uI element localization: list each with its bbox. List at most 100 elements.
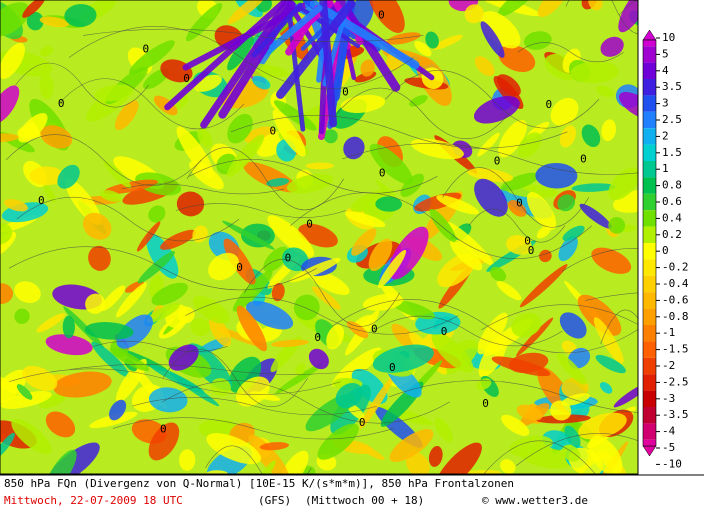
contour-line — [68, 26, 414, 90]
field-blob — [179, 449, 196, 471]
field-blob — [248, 434, 289, 474]
contour-line — [162, 380, 450, 424]
field-blob — [36, 313, 66, 333]
contour-line — [483, 440, 596, 474]
colorbar-swatch — [643, 325, 656, 342]
field-blob — [136, 221, 161, 252]
field-blob — [496, 280, 522, 301]
contour-label: 0 — [528, 244, 535, 257]
contour-label: 0 — [160, 422, 167, 435]
field-blob — [608, 167, 638, 201]
field-blob — [500, 459, 516, 474]
field-blob — [226, 134, 265, 178]
field-blob — [0, 42, 25, 80]
field-blob — [437, 470, 502, 474]
field-blob — [434, 417, 453, 443]
field-blob — [405, 451, 430, 474]
field-blob — [279, 450, 309, 474]
contour-line — [5, 134, 202, 186]
colorbar-swatch — [643, 439, 656, 446]
contour-label: 0 — [342, 86, 349, 99]
field-blob — [601, 119, 617, 142]
contour-line — [58, 78, 245, 130]
colorbar-swatch — [643, 193, 656, 211]
field-blob — [501, 414, 530, 436]
field-blob — [146, 233, 179, 279]
field-blob — [14, 308, 30, 324]
field-blob — [400, 173, 424, 197]
field-blob — [305, 162, 335, 170]
field-blob — [535, 162, 578, 189]
field-blob — [474, 56, 495, 77]
field-blob — [498, 119, 527, 158]
field-blob — [550, 97, 579, 126]
contour-line — [373, 315, 563, 347]
contour-label: 0 — [236, 261, 243, 274]
field-blob — [222, 220, 275, 250]
contour-line — [70, 364, 368, 375]
contour-line — [16, 196, 240, 242]
contour-label: 0 — [494, 155, 501, 168]
field-blob — [425, 31, 439, 49]
field-blob — [591, 247, 632, 274]
field-blob — [99, 190, 122, 202]
contour-line — [442, 167, 590, 228]
field-blob — [496, 74, 521, 97]
field-blob — [511, 313, 542, 338]
field-blob — [359, 445, 385, 460]
field-blob — [317, 423, 359, 460]
colorbar-label: -3.5 — [662, 408, 689, 421]
field-blob — [0, 2, 30, 37]
contour-label: 0 — [524, 234, 531, 247]
field-blob — [39, 393, 66, 409]
field-blob — [498, 44, 536, 72]
field-blob — [435, 442, 482, 474]
field-blob — [137, 251, 175, 284]
field-blob — [168, 344, 199, 371]
colorbar-swatch — [643, 46, 656, 63]
colorbar-swatch — [643, 341, 656, 358]
field-blob — [267, 215, 315, 258]
contour-label: 0 — [580, 153, 587, 166]
footer-run: (Mittwoch 00 + 18) — [305, 494, 424, 507]
field-blob — [45, 334, 93, 356]
field-blob — [275, 363, 323, 394]
colorbar-label: 4 — [662, 64, 669, 77]
colorbar-label: 1.5 — [662, 146, 682, 159]
field-blob — [389, 429, 434, 463]
field-streak — [276, 0, 356, 99]
colorbar-label: -0.8 — [662, 310, 689, 323]
colorbar-label: 10 — [662, 31, 675, 44]
colorbar-swatch — [643, 144, 656, 161]
field-blob — [578, 412, 627, 440]
colorbar-swatch — [643, 128, 656, 145]
contour-label: 0 — [359, 416, 366, 429]
contour-line — [230, 115, 568, 149]
field-blob — [431, 332, 474, 373]
field-blob — [476, 378, 492, 391]
field-blob — [378, 249, 407, 289]
colorbar-swatch — [643, 407, 656, 424]
field-blob — [557, 194, 576, 212]
field-blob — [0, 133, 19, 143]
colorbar-label: 0 — [662, 244, 669, 257]
field-blob — [428, 445, 443, 467]
contour-label: 0 — [441, 325, 448, 338]
contour-line — [185, 296, 459, 335]
colorbar-label: -0.4 — [662, 277, 689, 290]
field-blob — [414, 40, 432, 57]
field-blob — [192, 225, 208, 243]
colorbar-label: 5 — [662, 47, 669, 60]
contour-line — [132, 397, 377, 416]
colorbar-label: -0.6 — [662, 293, 689, 306]
colorbar-swatch — [643, 62, 656, 79]
colorbar-frame — [642, 39, 657, 447]
colorbar-label: -10 — [662, 457, 682, 470]
field-blob — [26, 11, 44, 31]
footer-date: Mittwoch, 22-07-2009 18 UTC — [4, 494, 183, 507]
field-blob — [473, 96, 520, 124]
field-blob — [346, 320, 369, 339]
field-blob — [39, 16, 70, 28]
field-blob — [537, 0, 568, 18]
field-blob — [570, 61, 619, 84]
